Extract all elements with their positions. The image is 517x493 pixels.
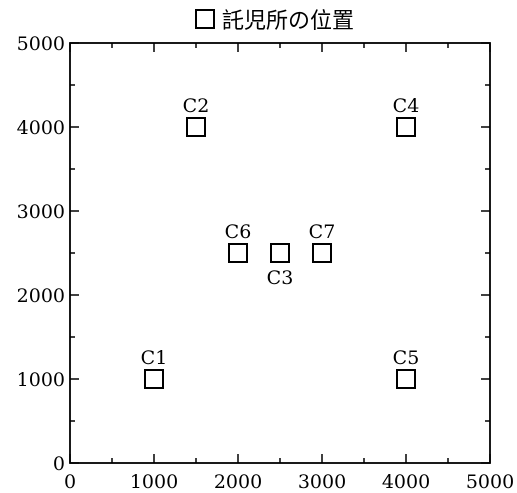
data-point-c7: [312, 243, 332, 263]
data-point-c5: [396, 369, 416, 389]
x-tick-label: 3000: [298, 471, 346, 493]
point-label-c6: C6: [225, 221, 252, 243]
data-point-c2: [186, 117, 206, 137]
y-tick-label: 2000: [17, 285, 65, 307]
data-point-c3: [270, 243, 290, 263]
x-tick-label: 0: [64, 471, 76, 493]
y-tick-label: 5000: [17, 33, 65, 55]
point-label-c1: C1: [141, 347, 168, 369]
x-tick-label: 1000: [130, 471, 178, 493]
legend-label: 託児所の位置: [222, 9, 354, 34]
point-label-c7: C7: [309, 221, 336, 243]
y-tick-label: 1000: [17, 369, 65, 391]
plot-frame: [69, 42, 491, 464]
point-label-c4: C4: [393, 95, 420, 117]
axis-tick-labels: 0 1000 2000 3000 4000 5000 0 1000 2000 3000 4000 50…: [17, 33, 515, 493]
data-points: C1 C2 C3 C4 C5 C6 C7: [141, 95, 420, 389]
data-point-c4: [396, 117, 416, 137]
point-label-c2: C2: [183, 95, 210, 117]
data-point-c6: [228, 243, 248, 263]
x-tick-label: 5000: [466, 471, 514, 493]
point-label-c5: C5: [393, 347, 420, 369]
legend-marker-square: [195, 9, 215, 29]
x-tick-label: 4000: [382, 471, 430, 493]
y-tick-label: 0: [53, 453, 65, 475]
y-tick-label: 3000: [17, 201, 65, 223]
point-label-c3: C3: [267, 267, 294, 289]
legend: 託児所の位置: [195, 9, 354, 34]
data-point-c1: [144, 369, 164, 389]
axis-ticks: [69, 42, 491, 464]
y-tick-label: 4000: [17, 117, 65, 139]
x-tick-label: 2000: [214, 471, 262, 493]
